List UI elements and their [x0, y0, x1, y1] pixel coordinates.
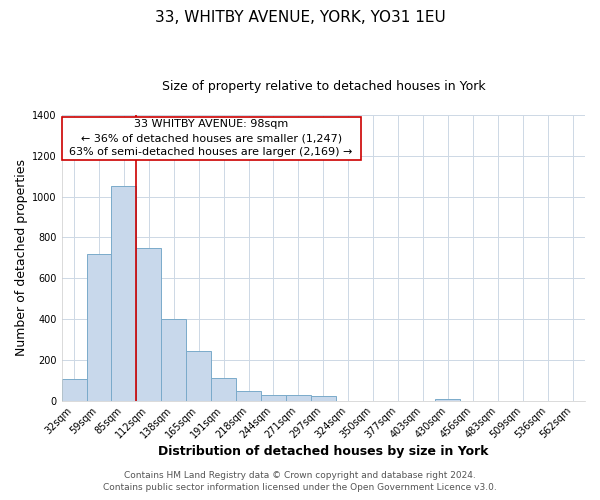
- Bar: [311, 396, 336, 400]
- Bar: [236, 391, 261, 400]
- Bar: [62, 378, 86, 400]
- X-axis label: Distribution of detached houses by size in York: Distribution of detached houses by size …: [158, 444, 488, 458]
- Bar: [112, 186, 136, 400]
- Text: 33 WHITBY AVENUE: 98sqm
← 36% of detached houses are smaller (1,247)
63% of semi: 33 WHITBY AVENUE: 98sqm ← 36% of detache…: [70, 120, 353, 158]
- Bar: [186, 351, 211, 401]
- Bar: [86, 254, 112, 400]
- Title: Size of property relative to detached houses in York: Size of property relative to detached ho…: [161, 80, 485, 93]
- FancyBboxPatch shape: [62, 117, 361, 160]
- Text: Contains HM Land Registry data © Crown copyright and database right 2024.
Contai: Contains HM Land Registry data © Crown c…: [103, 471, 497, 492]
- Bar: [161, 319, 186, 400]
- Bar: [261, 395, 286, 400]
- Bar: [211, 378, 236, 400]
- Text: 33, WHITBY AVENUE, YORK, YO31 1EU: 33, WHITBY AVENUE, YORK, YO31 1EU: [155, 10, 445, 25]
- Bar: [286, 396, 311, 400]
- Bar: [136, 248, 161, 400]
- Y-axis label: Number of detached properties: Number of detached properties: [15, 160, 28, 356]
- Bar: [436, 398, 460, 400]
